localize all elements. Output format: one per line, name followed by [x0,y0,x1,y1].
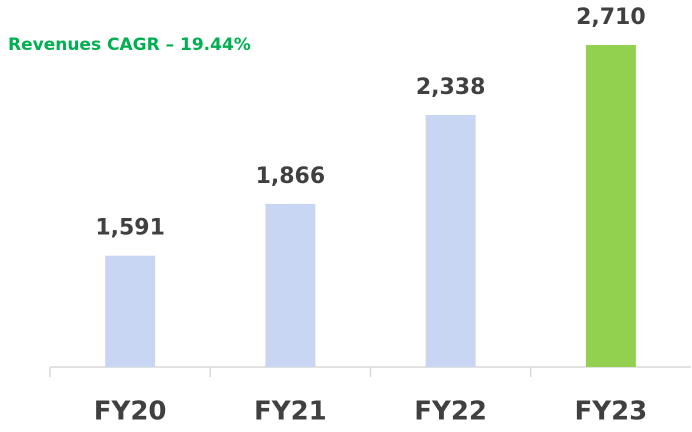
x-tick-label: FY22 [414,397,487,427]
data-label: 2,710 [576,5,646,30]
annotation: Revenues CAGR – 19.44% [8,35,251,55]
bar [105,255,156,367]
x-tick-label: FY20 [94,397,167,427]
data-label: 1,591 [95,216,165,241]
data-label: 2,338 [416,75,486,100]
bar [425,115,476,367]
x-tick-label: FY21 [254,397,327,427]
bar [265,203,316,367]
data-label: 1,866 [256,164,326,189]
bar [585,44,636,367]
x-tick-label: FY23 [574,397,647,427]
